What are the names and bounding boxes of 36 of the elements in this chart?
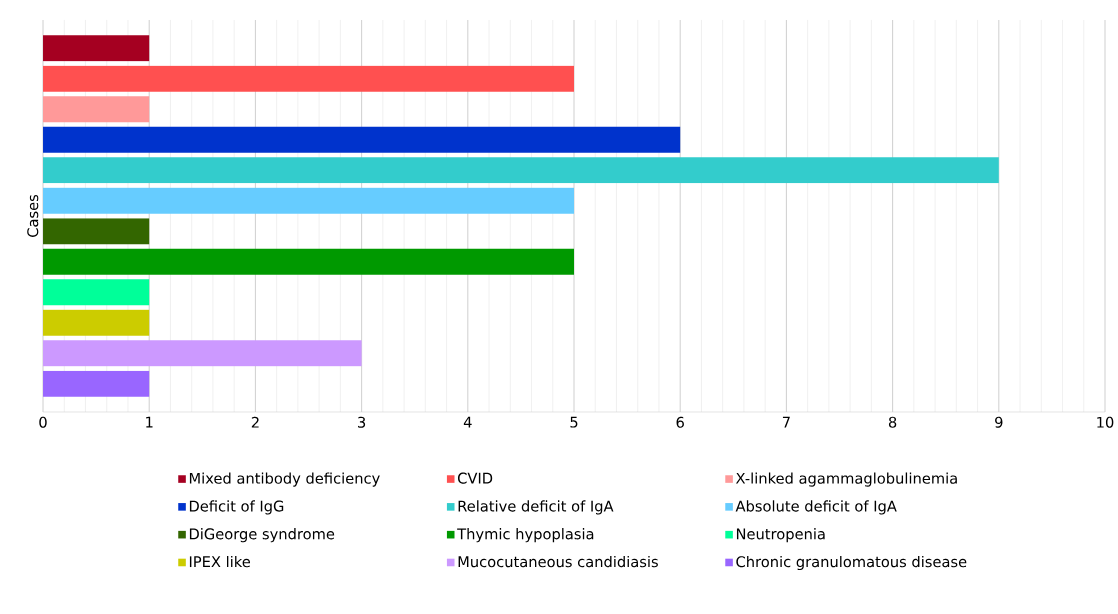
bar bbox=[43, 218, 150, 245]
legend-label: Mixed antibody deficiency bbox=[189, 472, 380, 487]
x-tick-label: 1 bbox=[146, 416, 153, 428]
legend-label: Neutropenia bbox=[736, 528, 825, 543]
y-tick-label: Cases bbox=[27, 194, 39, 237]
bar bbox=[43, 157, 999, 184]
x-tick-label: 0 bbox=[39, 416, 47, 428]
bar bbox=[43, 187, 575, 214]
legend-label: Relative deficit of IgA bbox=[458, 500, 614, 515]
bar bbox=[43, 309, 150, 336]
bar bbox=[43, 35, 150, 62]
x-tick-label: 8 bbox=[888, 416, 897, 428]
x-tick-label: 4 bbox=[463, 416, 472, 428]
x-tick-label: 3 bbox=[358, 416, 366, 428]
legend-label: X-linked agammaglobulinemia bbox=[735, 472, 957, 487]
bar bbox=[43, 248, 575, 275]
legend-label: Deficit of IgG bbox=[189, 500, 284, 515]
legend-label: Absolute deficit of IgA bbox=[735, 500, 897, 515]
x-tick-label: 5 bbox=[570, 416, 578, 428]
x-tick-label: 2 bbox=[251, 416, 259, 428]
bar bbox=[43, 279, 150, 306]
bar bbox=[43, 126, 681, 153]
bar bbox=[43, 65, 575, 92]
bar bbox=[43, 96, 150, 123]
legend-label: Mucocutaneous candidiasis bbox=[458, 555, 658, 568]
x-tick-label: 9 bbox=[995, 416, 1003, 428]
legend-label: Thymic hypoplasia bbox=[457, 528, 594, 543]
legend-label: IPEX like bbox=[189, 555, 251, 568]
x-tick-label: 10 bbox=[1097, 416, 1114, 428]
bar bbox=[43, 340, 362, 367]
x-tick-label: 7 bbox=[782, 416, 790, 428]
legend-label: Chronic granulomatous disease bbox=[736, 555, 967, 571]
legend-label: CVID bbox=[457, 472, 493, 484]
legend-label: DiGeorge syndrome bbox=[189, 528, 335, 543]
x-tick-label: 6 bbox=[676, 416, 684, 428]
bar bbox=[43, 370, 150, 397]
